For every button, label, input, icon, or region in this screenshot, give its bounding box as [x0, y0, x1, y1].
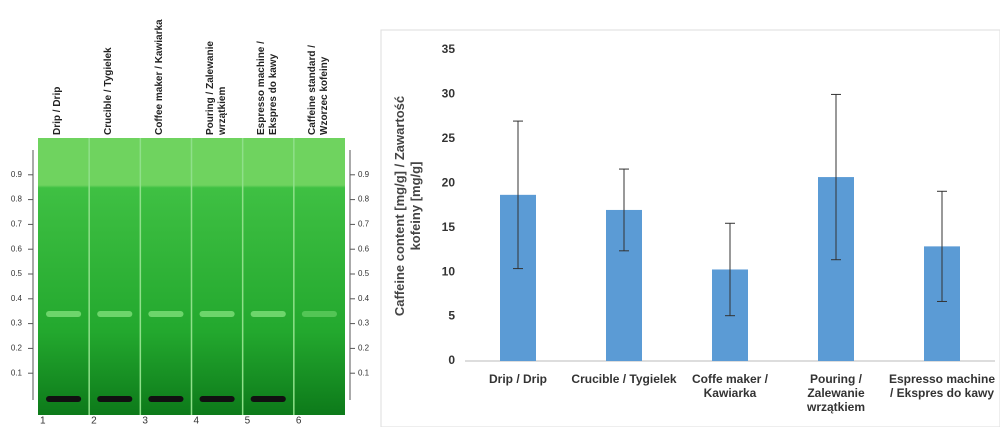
rf-tick-label: 0.3 — [11, 319, 23, 328]
rf-tick-label: 0.5 — [11, 269, 23, 278]
lane-number: 1 — [40, 416, 46, 427]
rf-tick-label: 0.4 — [358, 294, 370, 303]
y-tick-label: 30 — [442, 87, 456, 101]
x-tick-label: Pouring / Zalewanie wrzątkiem — [781, 372, 891, 414]
x-tick-label: Espresso machine / Ekspres do kawy — [887, 372, 997, 400]
lane-number: 5 — [245, 416, 251, 427]
rf-tick-label: 0.6 — [11, 244, 23, 253]
canvas: 1 2 3 4 5 6 0.1 0.1 0.2 0.2 0.3 0.3 0.4 0.4 0.5 0.5 0.6 0… — [0, 0, 1000, 427]
baseline-spot — [46, 396, 81, 402]
caffeine-band — [251, 311, 286, 317]
x-tick-label: Drip / Drip — [463, 372, 573, 386]
rf-tick-label: 0.5 — [358, 269, 370, 278]
rf-tick-label: 0.2 — [11, 344, 23, 353]
chart-frame — [381, 30, 1000, 427]
lane-label: Drip / Drip — [52, 5, 64, 135]
caffeine-band — [302, 311, 337, 317]
y-tick-label: 20 — [442, 175, 456, 189]
x-tick-label: Crucible / Tygielek — [569, 372, 679, 386]
caffeine-band — [148, 311, 183, 317]
x-tick-label: Coffe maker / Kawiarka — [675, 372, 785, 400]
y-tick-label: 0 — [448, 353, 455, 367]
lane-label: Coffee maker / Kawiarka — [154, 5, 166, 135]
rf-tick-label: 0.6 — [358, 244, 370, 253]
lane-number: 4 — [194, 416, 200, 427]
baseline-spot — [97, 396, 132, 402]
rf-tick-label: 0.4 — [11, 294, 23, 303]
lane-label: Pouring / Zalewanie wrzątkiem — [205, 5, 229, 135]
rf-tick-label: 0.3 — [358, 319, 370, 328]
y-tick-label: 35 — [442, 42, 456, 56]
caffeine-band — [46, 311, 81, 317]
lane-label: Crucible / Tygielek — [103, 5, 115, 135]
lane-number: 3 — [142, 416, 148, 427]
caffeine-band — [97, 311, 132, 317]
rf-tick-label: 0.1 — [11, 368, 23, 377]
baseline-spot — [251, 396, 286, 402]
y-tick-label: 5 — [448, 309, 455, 323]
rf-tick-label: 0.1 — [358, 368, 370, 377]
rf-tick-label: 0.7 — [11, 220, 23, 229]
rf-tick-label: 0.2 — [358, 344, 370, 353]
y-tick-label: 25 — [442, 131, 456, 145]
rf-tick-label: 0.9 — [11, 170, 23, 179]
rf-tick-label: 0.7 — [358, 220, 370, 229]
y-tick-label: 15 — [442, 220, 456, 234]
baseline-spot — [200, 396, 235, 402]
y-tick-label: 10 — [442, 264, 456, 278]
figure: 1 2 3 4 5 6 0.1 0.1 0.2 0.2 0.3 0.3 0.4 0.4 0.5 0.5 0.6 0… — [0, 0, 1000, 427]
lane-number: 2 — [91, 416, 97, 427]
lane-label: Espresso machine / Ekspres do kawy — [256, 5, 280, 135]
rf-tick-label: 0.8 — [11, 195, 23, 204]
rf-tick-label: 0.9 — [358, 170, 370, 179]
y-axis-label: Caffeine content [mg/g] / Zawartość kofe… — [392, 76, 424, 336]
caffeine-band — [200, 311, 235, 317]
lane-label: Caffeine standard / Wzorzec kofeiny — [307, 5, 331, 135]
rf-tick-label: 0.8 — [358, 195, 370, 204]
baseline-spot — [148, 396, 183, 402]
lane-number: 6 — [296, 416, 302, 427]
